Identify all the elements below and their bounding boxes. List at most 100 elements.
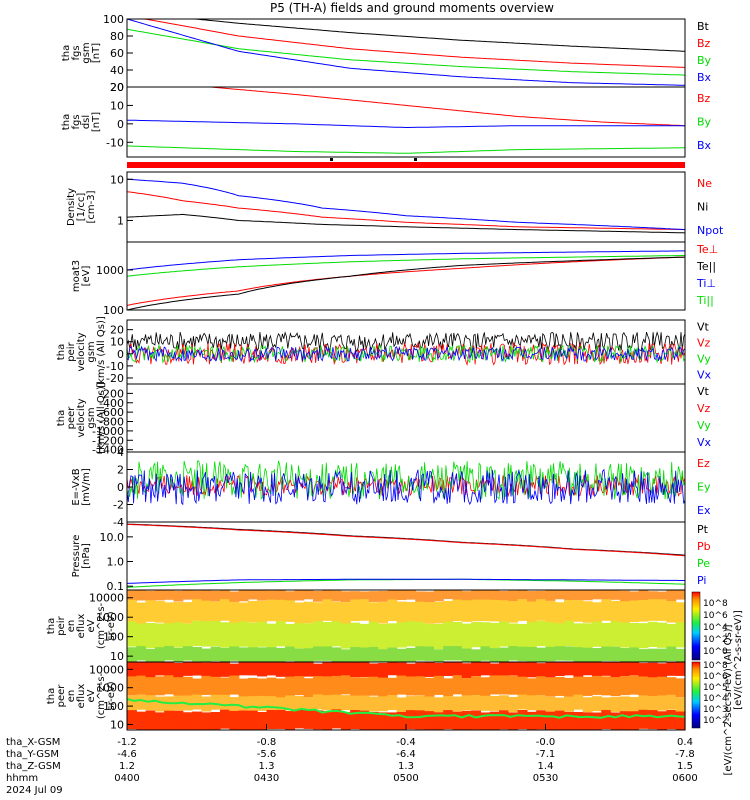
spectrogram-cell [201,712,212,730]
spectrogram-cell [629,647,640,662]
legend-Vy: Vy [697,419,711,432]
spectrogram-cell [536,710,547,730]
y-axis-label-line: eV [86,619,97,632]
y-axis-label-line: gsm [81,42,92,63]
spectrogram-cell [396,675,407,695]
spectrogram-cell [275,647,286,662]
y-tick-label: -400 [99,397,124,410]
spectrogram-cell [145,622,156,649]
spectrogram-cell [406,601,416,624]
spectrogram-cell [406,710,416,730]
y-axis-label-line: gsm [86,407,97,428]
spectrogram-cell [313,663,323,679]
x-row-value: 1.5 [677,761,693,772]
spectrogram-cell [285,695,295,711]
y-axis-label-line: [nT] [91,112,102,132]
y-tick-label: 80 [110,30,124,43]
spectrogram-cell [526,591,537,602]
spectrogram-cell [619,622,630,648]
y-axis-label-line: en [66,620,77,633]
spectrogram-cell [610,621,621,647]
spectrogram-cell [378,696,388,712]
spectrogram-cell [675,648,686,662]
y-axis-label-line: [km/s (All Qs)] [96,382,107,454]
y-axis-label-line: tha [61,114,72,130]
spectrogram-cell [601,710,612,730]
x-row-value: 0430 [254,773,279,784]
spectrogram-cell [136,623,147,649]
spectrogram-cell [164,645,175,661]
series-Bx [127,119,685,128]
y-tick-label: 10 [110,99,124,112]
spectrogram-cell [415,676,426,696]
spectrogram-cell [238,696,249,712]
spectrogram-cell [247,662,258,676]
spectrogram-cell [182,602,193,624]
spectrogram-cell [489,622,500,649]
spectrogram-cell [340,695,351,711]
spectrogram-cell [238,647,249,662]
spectrogram-cell [480,646,491,661]
spectrogram-cell [554,623,565,649]
spectrogram-cell [461,600,472,622]
y-axis-label-line: gsm [86,341,97,362]
spectrogram-cell [406,663,416,679]
spectrogram-cell [526,695,537,711]
spectrogram-cell [387,662,398,676]
spectrogram-cell [471,662,481,677]
spectrogram-cell [545,590,556,601]
spectrogram-cell [573,600,584,622]
spectrogram-cell [424,602,435,624]
mode-bar-mark [330,158,333,161]
spectrogram-cell [666,600,677,623]
x-row-value: 1.3 [398,761,414,772]
spectrogram-cell [350,622,361,648]
series-Vx [126,345,686,363]
colorbar-tick: 10^2 [703,635,728,645]
colorbar-label-text: [eV/(cm^2-s-sr-eV)] [733,610,744,710]
spectrogram-cell [647,591,658,603]
spectrogram-cell [257,590,268,601]
y-tick-label: 100 [103,304,124,317]
colorbar-tick: 10^5 [703,683,728,693]
spectrogram-cell [192,620,202,647]
spectrogram-cell [406,590,416,600]
spectrogram-cell [164,710,175,730]
spectrogram-cell [647,696,658,712]
spectrogram-cell [526,622,537,648]
spectrogram-cell [638,590,649,601]
spectrogram-cell [582,601,593,623]
colorbar-tick: 10^8 [703,661,728,671]
spectrogram-cell [452,621,463,648]
spectrogram-cell [582,647,593,662]
spectrogram-cell [610,712,621,730]
spectrogram-cell [257,678,268,698]
spectrogram-cell [647,710,658,730]
panel-frame [126,241,686,311]
spectrogram-cell [545,600,556,623]
spectrogram-cell [127,676,137,696]
spectrogram-cell [220,662,230,677]
spectrogram-cell [322,621,333,648]
legend-Ey: Ey [697,481,711,494]
spectrogram-cell [610,590,621,600]
spectrogram-cell [229,601,240,624]
y-tick-label: 20 [110,81,124,94]
spectrogram-cell [275,662,286,677]
spectrogram-cell [313,621,323,647]
spectrogram-cell [331,601,342,624]
spectrogram-cell [564,696,574,712]
spectrogram-cell [629,623,640,649]
spectrogram-cell [480,662,491,676]
spectrogram-cell [285,711,295,730]
spectrogram-cell [247,677,258,697]
spectrogram-cell [499,621,509,647]
spectrogram-cell [526,646,537,662]
spectrogram-cell [145,662,156,678]
panel-frame [126,86,686,158]
spectrogram-cell [322,646,333,661]
spectrogram-cell [201,648,212,662]
spectrogram-cell [433,601,444,624]
spectrogram-cell [247,600,258,623]
spectrogram-cell [452,590,463,601]
